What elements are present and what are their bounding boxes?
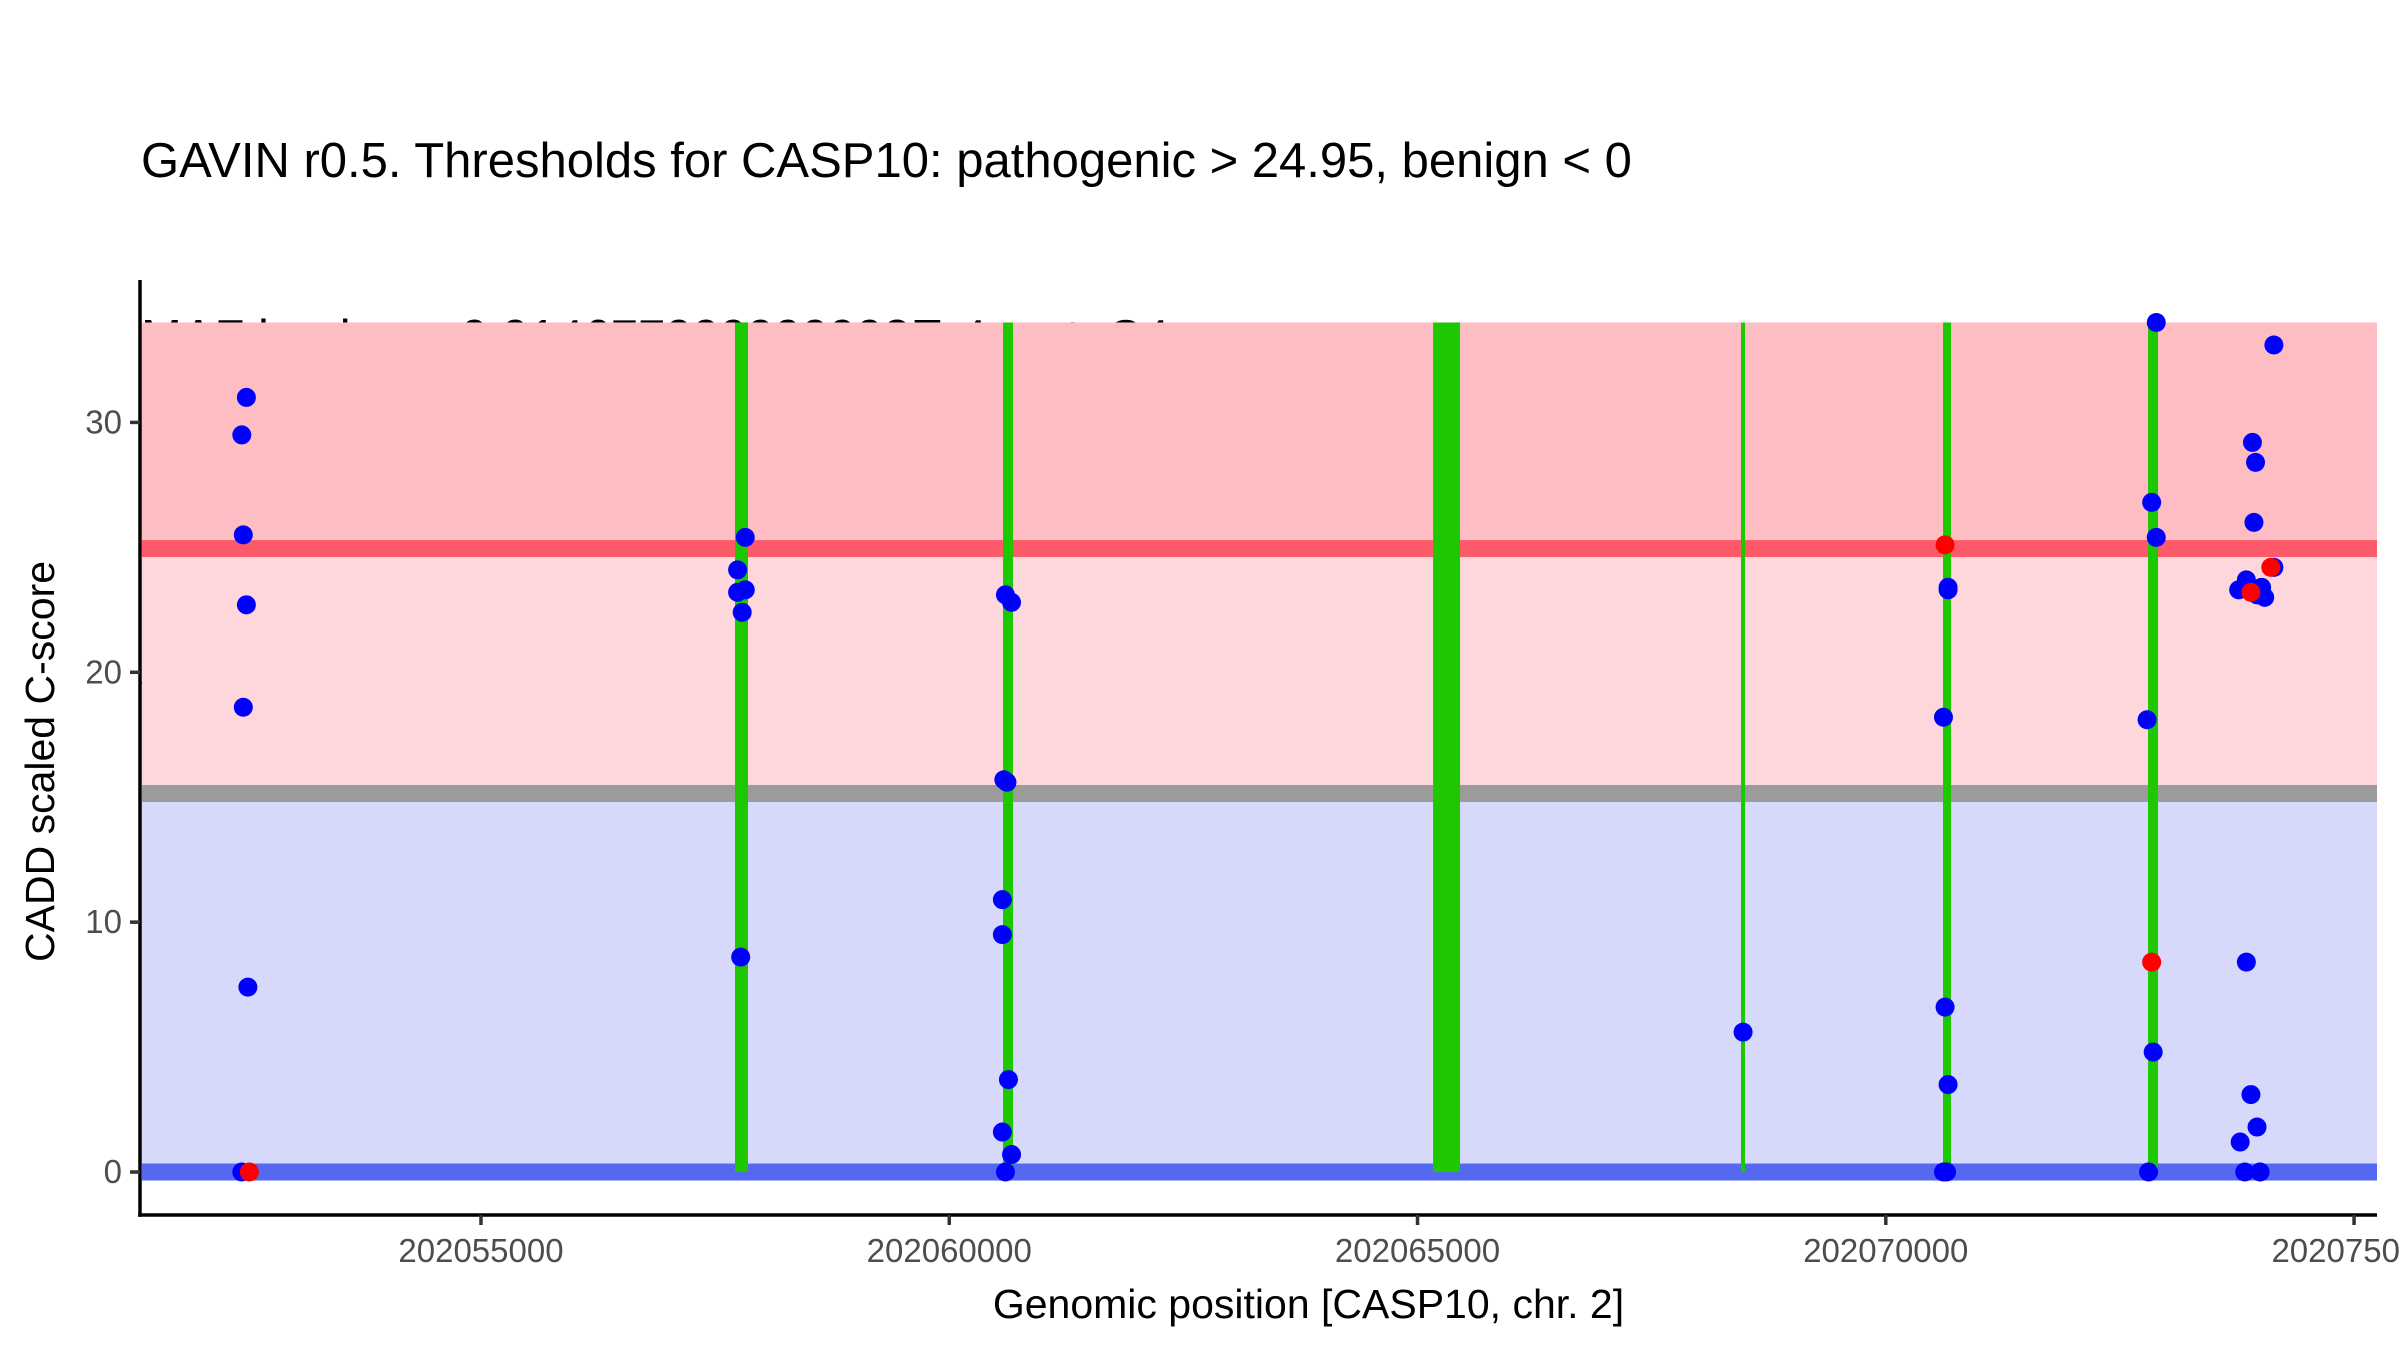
gnomad-point xyxy=(2146,527,2166,547)
y-tick-label: 30 xyxy=(85,403,122,440)
zone-pathogenic xyxy=(142,322,2377,549)
gnomad-point xyxy=(2146,312,2166,332)
point-layer xyxy=(232,312,2284,1182)
gnomad-point xyxy=(2143,1042,2163,1062)
gnomad-point xyxy=(1733,1022,1753,1042)
gnomad-point xyxy=(2246,452,2266,472)
gnomad-point xyxy=(992,890,1012,910)
zone-intermediate xyxy=(142,548,2377,794)
x-axis-title: Genomic position [CASP10, chr. 2] xyxy=(993,1281,1624,1327)
gnomad-point xyxy=(997,772,1017,792)
gnomad-point xyxy=(732,602,752,622)
y-ticks: 0 10 20 30 xyxy=(85,403,140,1190)
gnomad-point xyxy=(2137,710,2157,730)
gnomad-point xyxy=(2242,432,2262,452)
gnomad-point xyxy=(1002,592,1022,612)
threshold-layer xyxy=(142,540,2377,1181)
gnomad-point xyxy=(233,525,253,545)
threshold-line-genome-wide-fallback xyxy=(142,784,2377,802)
gnomad-point xyxy=(1002,1145,1022,1165)
gnomad-point xyxy=(2142,492,2162,512)
gnomad-point xyxy=(992,1122,1012,1142)
gnomad-point xyxy=(2241,1085,2261,1105)
x-tick-label: 202060000 xyxy=(867,1232,1032,1269)
axes-layer xyxy=(138,280,2377,1217)
x-ticks: 202055000 202060000 202065000 202070000 2020… xyxy=(398,1215,2400,1269)
gnomad-point xyxy=(236,387,256,407)
x-tick-label: 202065000 xyxy=(1335,1232,1500,1269)
exon-bar xyxy=(1741,322,1746,1173)
zone-benign-leaning xyxy=(142,793,2377,1173)
x-tick-label: 202070000 xyxy=(1803,1232,1968,1269)
gnomad-point xyxy=(233,697,253,717)
exon-bar xyxy=(1943,322,1952,1173)
y-axis-title: CADD scaled C-score xyxy=(17,561,63,962)
gnomad-point xyxy=(2235,1162,2255,1182)
gnomad-point xyxy=(1938,1075,1958,1095)
gnomad-point xyxy=(1935,997,1955,1017)
gnomad-point xyxy=(2250,1162,2270,1182)
exon-bar xyxy=(1433,322,1461,1173)
gnomad-point xyxy=(735,580,755,600)
threshold-line-pathogenic xyxy=(142,540,2377,558)
exon-bar xyxy=(2148,322,2159,1173)
clinvar-point xyxy=(2261,557,2281,577)
gnomad-point xyxy=(2230,1132,2250,1152)
zone-layer xyxy=(142,322,2377,1173)
gnomad-point xyxy=(236,595,256,615)
gnomad-point xyxy=(232,425,252,445)
gnomad-point xyxy=(1938,580,1958,600)
gnomad-point xyxy=(731,947,751,967)
gnomad-point xyxy=(735,527,755,547)
clinvar-point xyxy=(239,1162,259,1182)
clinvar-point xyxy=(2142,952,2162,972)
y-tick-label: 10 xyxy=(85,903,122,940)
exon-bar xyxy=(734,322,748,1173)
gnomad-point xyxy=(995,1162,1015,1182)
clinvar-point xyxy=(1935,535,1955,555)
gnomad-point xyxy=(2247,1117,2267,1137)
gnomad-point xyxy=(992,925,1012,945)
y-tick-label: 20 xyxy=(85,653,122,690)
gnomad-point xyxy=(998,1070,1018,1090)
gnomad-point xyxy=(728,560,748,580)
threshold-line-benign xyxy=(142,1163,2377,1181)
exon-bar xyxy=(1003,322,1014,1173)
gnomad-point xyxy=(2244,512,2264,532)
gnomad-point xyxy=(1937,1162,1957,1182)
clinvar-point xyxy=(2241,582,2261,602)
gnomad-point xyxy=(238,977,258,997)
title-line-1: GAVIN r0.5. Thresholds for CASP10: patho… xyxy=(141,134,1632,188)
gnomad-point xyxy=(1933,707,1953,727)
gnomad-point xyxy=(2236,952,2256,972)
gnomad-point xyxy=(2139,1162,2159,1182)
gnomad-point xyxy=(2264,335,2284,355)
x-tick-label: 202075000 xyxy=(2271,1232,2400,1269)
y-tick-label: 0 xyxy=(104,1153,122,1190)
x-tick-label: 202055000 xyxy=(398,1232,563,1269)
